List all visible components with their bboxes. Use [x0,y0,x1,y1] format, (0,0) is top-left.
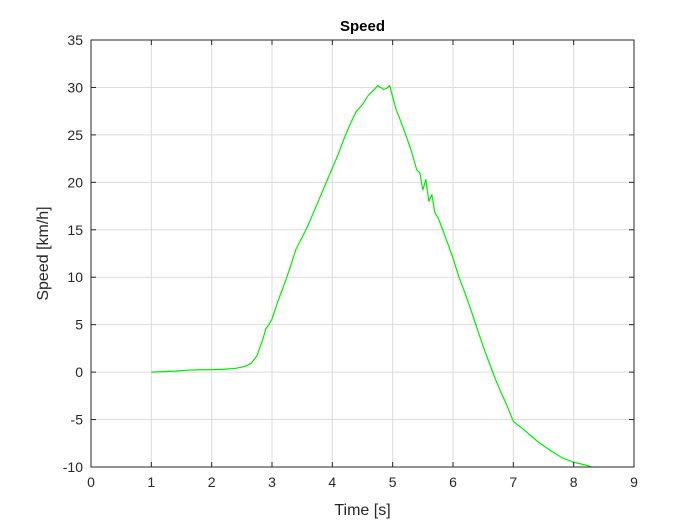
y-tick-label: 20 [67,174,83,190]
x-tick-label: 1 [147,474,155,490]
chart-title: Speed [340,18,385,35]
y-tick-label: 10 [67,269,83,285]
y-tick-label: 0 [75,364,83,380]
speed-line [151,84,592,468]
x-tick-label: 3 [268,474,276,490]
x-tick-label: 9 [630,474,638,490]
y-tick-label: -5 [71,412,84,428]
x-tick-label: 6 [449,474,457,490]
y-tick-label: 30 [67,79,83,95]
plot-area-background [91,40,634,467]
x-tick-label: 2 [208,474,216,490]
x-tick-label: 5 [389,474,397,490]
x-tick-label: 8 [570,474,578,490]
y-axis-title: Speed [km/h] [35,206,52,300]
y-tick-label: 5 [75,317,83,333]
axis-ticks [90,39,635,468]
x-axis-title: Time [s] [334,502,390,519]
plot-area-border [90,39,635,468]
tick-labels: 0 1 2 3 4 5 6 7 8 9 -10 -5 0 5 10 15 20 25 30 35 [63,32,638,490]
x-tick-label: 7 [509,474,517,490]
x-tick-label: 4 [328,474,336,490]
y-tick-label: 35 [67,32,83,48]
grid [90,39,635,468]
x-tick-label: 0 [87,474,95,490]
y-tick-label: 25 [67,127,83,143]
y-tick-label: 15 [67,222,83,238]
y-tick-label: -10 [63,459,83,475]
speed-series [151,84,592,468]
